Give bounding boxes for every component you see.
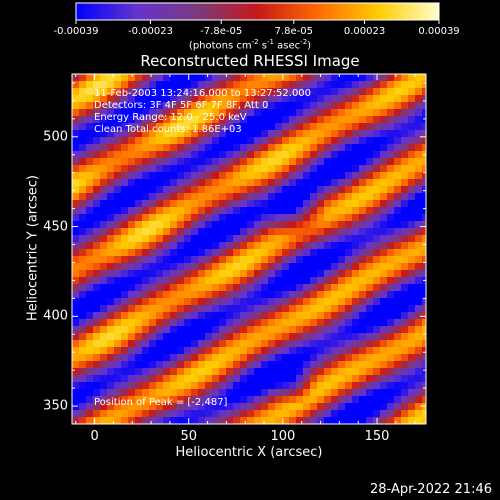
energy-range-annotation: Energy Range: 12.0 - 25.0 keV [94, 112, 247, 123]
axis-tick-marks [72, 74, 426, 425]
colorbar-tick-label: -7.8e-05 [200, 26, 243, 37]
x-tick-label: 150 [364, 429, 390, 444]
detectors-annotation: Detectors: 3F 4F 5F 6F 7F 8F, Att 0 [94, 100, 269, 111]
y-tick-label: 500 [43, 129, 68, 145]
colorbar-tick-label: 0.00023 [343, 26, 386, 37]
x-tick-label: 50 [180, 429, 198, 444]
y-tick-label: 350 [43, 398, 68, 414]
chart-title: Reconstructed RHESSI Image [140, 52, 360, 70]
colorbar-tick-label: -0.00023 [127, 26, 173, 37]
colorbar-tick-label: -0.00039 [53, 26, 99, 37]
colorbar-tick-marks [75, 20, 440, 24]
y-axis-label: Heliocentric Y (arcsec) [25, 175, 41, 321]
colorbar [75, 2, 440, 21]
plot-frame [71, 73, 427, 425]
y-tick-label: 400 [43, 308, 68, 324]
colorbar-tick-label: 0.00039 [418, 26, 460, 37]
colorbar-unit-label: (photons cm-2 s-1 asec-2) [188, 38, 312, 52]
x-tick-label: 100 [270, 429, 296, 444]
peak-position-annotation: Position of Peak = [-2,487] [94, 397, 228, 408]
y-tick-label: 450 [43, 219, 68, 235]
x-tick-label: 0 [90, 429, 99, 444]
total-counts-annotation: Clean Total counts: 1.86E+03 [94, 124, 242, 135]
plot-timestamp: 28-Apr-2022 21:46 [370, 482, 492, 497]
x-axis-label: Heliocentric X (arcsec) [175, 445, 323, 460]
time-range-annotation: 11-Feb-2003 13:24:16.000 to 13:27:52.000 [94, 88, 312, 99]
colorbar-tick-label: 7.8e-05 [274, 26, 313, 37]
heatmap-image [72, 74, 426, 424]
